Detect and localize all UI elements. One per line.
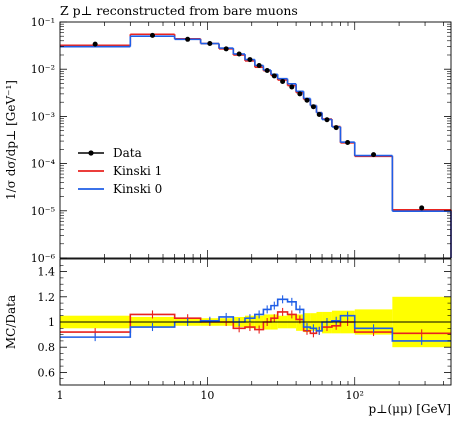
ratio-plot-frame (59, 258, 452, 386)
main-y-tick-label: 10⁻⁵ (31, 205, 55, 218)
data-point (345, 139, 351, 145)
main-plot-frame (59, 21, 452, 259)
legend-entry-kinski-0: Kinski 0 (78, 182, 162, 196)
band-bin (303, 313, 311, 333)
legend-entry-kinski-1: Kinski 1 (78, 164, 162, 178)
ratio-y-axis-label: MC/Data (4, 295, 18, 349)
data-point (371, 152, 377, 158)
band-bin (287, 314, 297, 329)
main-y-tick-label: 10⁻¹ (31, 16, 55, 29)
main-panel: 10⁻¹ 10⁻² 10⁻³ 10⁻⁴ 10⁻⁵ 10⁻⁶ Z p⊥ reconstruc… (4, 3, 452, 265)
main-y-tick-label: 10⁻³ (31, 110, 55, 123)
data-point (316, 111, 322, 117)
legend-kinski-0-label: Kinski 0 (113, 182, 162, 196)
x-tick-label: 10 (200, 389, 214, 402)
ratio-y-ticks: 0.6 0.8 1 1.2 1.4 (38, 264, 451, 379)
data-point (297, 91, 303, 97)
legend-kinski-1-label: Kinski 1 (113, 164, 162, 178)
band-bin (316, 311, 323, 331)
main-y-axis-label: 1/σ dσ/dp⊥ [GeV⁻¹] (4, 80, 18, 200)
legend: Data Kinski 1 Kinski 0 (78, 146, 162, 196)
x-tick-label: 10² (346, 389, 364, 402)
main-y-tick-label: 10⁻⁴ (31, 158, 56, 171)
data-point (256, 62, 262, 68)
legend-data-label: Data (113, 146, 142, 160)
data-point (324, 117, 330, 123)
main-x-minor-ticks (59, 22, 444, 258)
data-point (207, 41, 213, 47)
data-point (92, 41, 98, 47)
data-point (149, 32, 155, 38)
data-point (310, 104, 316, 110)
ratio-y-tick-label: 1 (48, 316, 55, 329)
ratio-x-ticks: 1 10 10² (57, 259, 444, 402)
data-point (333, 125, 339, 131)
ratio-y-tick-label: 1.4 (38, 266, 56, 279)
main-y-tick-label: 10⁻² (31, 63, 55, 76)
data-point (264, 67, 270, 73)
data-point (419, 205, 425, 211)
data-point (280, 78, 286, 84)
data-point (271, 73, 277, 79)
data-point (304, 97, 310, 103)
main-y-tick-label: 10⁻⁶ (31, 252, 56, 265)
data-point (289, 84, 295, 90)
x-axis-label: p⊥(μμ) [GeV] (369, 402, 451, 416)
data-point (223, 46, 229, 52)
ratio-y-tick-label: 1.2 (38, 291, 56, 304)
legend-entry-data: Data (78, 146, 142, 160)
ratio-panel: 0.6 0.8 1 1.2 1.4 1 10 10² MC/Data p⊥(μμ) [GeV… (4, 258, 452, 416)
main-data-points (92, 32, 425, 211)
main-title: Z p⊥ reconstructed from bare muons (60, 3, 298, 18)
data-point (236, 51, 242, 57)
data-point (185, 36, 191, 42)
legend-data-point (88, 150, 94, 156)
x-tick-label: 1 (57, 389, 64, 402)
ratio-y-tick-label: 0.8 (38, 341, 56, 354)
data-point (247, 57, 253, 63)
ratio-y-tick-label: 0.6 (38, 366, 56, 379)
